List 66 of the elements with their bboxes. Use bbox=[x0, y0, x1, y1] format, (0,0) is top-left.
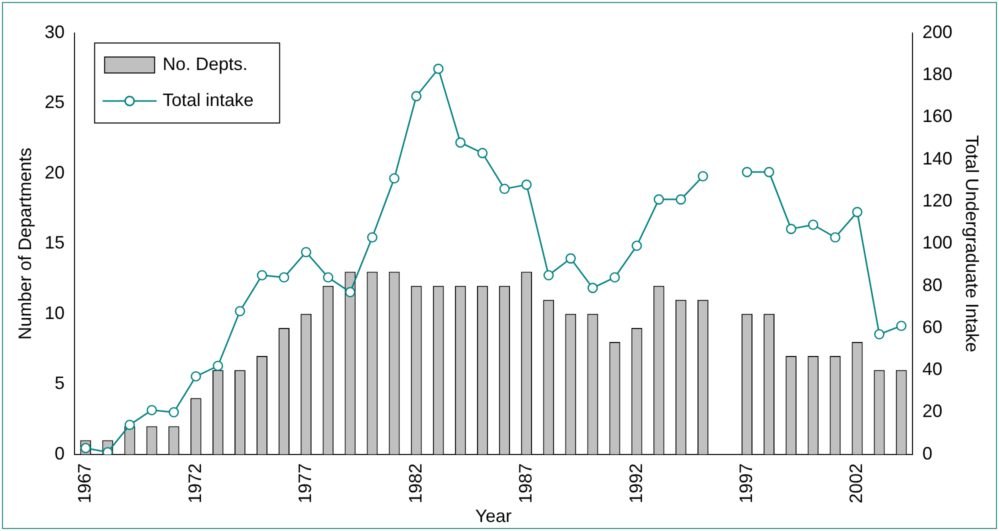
y2-tick-label: 20 bbox=[922, 401, 942, 422]
y-tick-label: 10 bbox=[44, 302, 65, 323]
point bbox=[190, 371, 202, 382]
point bbox=[698, 171, 708, 182]
point bbox=[588, 282, 598, 294]
x-tick-label: 1977 bbox=[295, 463, 316, 504]
point bbox=[543, 270, 554, 280]
y-tick-label: 0 bbox=[54, 443, 65, 464]
y-tick-label: 20 bbox=[44, 162, 65, 182]
point bbox=[168, 407, 179, 418]
y2-tick-label: 80 bbox=[922, 274, 942, 295]
y-tick-label: 15 bbox=[44, 232, 65, 253]
point bbox=[610, 272, 620, 283]
x-tick-label: 2002 bbox=[846, 463, 866, 504]
y2-tick-label: 200 bbox=[922, 22, 952, 42]
x-tick-label: 1997 bbox=[736, 463, 756, 504]
point bbox=[499, 184, 510, 194]
x-tick-label: 1967 bbox=[74, 463, 95, 504]
point bbox=[256, 270, 268, 280]
point bbox=[808, 220, 818, 230]
point bbox=[367, 232, 378, 243]
x-tick-label: 1972 bbox=[184, 463, 205, 504]
y2-tick-label: 120 bbox=[922, 190, 952, 211]
x-tick-label: 1987 bbox=[516, 463, 536, 504]
point bbox=[212, 360, 224, 372]
point bbox=[852, 206, 862, 218]
point bbox=[830, 232, 840, 243]
y-tick-label: 30 bbox=[44, 22, 65, 42]
point bbox=[874, 329, 884, 340]
y2-tick-label: 140 bbox=[922, 148, 952, 168]
point bbox=[742, 166, 752, 178]
point bbox=[477, 148, 488, 158]
point bbox=[234, 306, 246, 316]
y2-tick-label: 160 bbox=[922, 106, 952, 126]
y2-axis-title: Total Undergraduate Intake bbox=[962, 135, 982, 352]
point bbox=[521, 180, 532, 190]
point bbox=[433, 64, 444, 74]
y2-tick-label: 40 bbox=[922, 359, 942, 380]
y2-tick-label: 60 bbox=[922, 316, 942, 337]
point bbox=[389, 173, 400, 184]
point bbox=[632, 240, 642, 251]
y2-tick-label: 0 bbox=[922, 443, 932, 464]
y2-tick-label: 180 bbox=[922, 64, 952, 84]
point bbox=[345, 286, 356, 298]
point bbox=[786, 224, 796, 234]
point bbox=[146, 404, 157, 416]
x-axis-title: Year bbox=[475, 506, 512, 526]
point bbox=[278, 272, 290, 283]
point bbox=[323, 272, 334, 283]
point bbox=[566, 253, 576, 264]
point bbox=[764, 166, 774, 178]
x-tick-label: 1982 bbox=[405, 463, 426, 504]
y-tick-label: 25 bbox=[44, 92, 65, 112]
point bbox=[654, 194, 664, 205]
point bbox=[300, 246, 312, 258]
point bbox=[676, 194, 686, 205]
y-axis-title: Number of Departments bbox=[14, 148, 35, 340]
legend-label: Total intake bbox=[162, 90, 254, 110]
point bbox=[124, 420, 135, 430]
y2-tick-label: 100 bbox=[922, 232, 952, 253]
x-tick-label: 1992 bbox=[626, 463, 646, 504]
point bbox=[411, 91, 422, 102]
y-tick-label: 5 bbox=[54, 373, 65, 394]
point bbox=[455, 137, 466, 148]
point bbox=[896, 320, 906, 331]
legend-label: No. Depts. bbox=[162, 54, 248, 74]
